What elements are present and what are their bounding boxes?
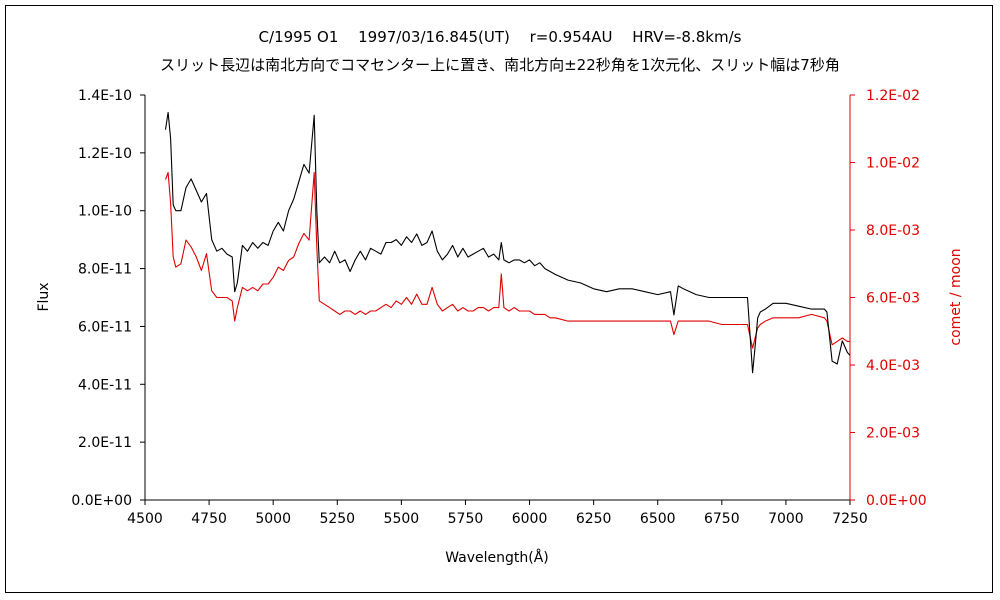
x-tick-label: 7250 [832, 511, 868, 527]
y2-tick-label: 8.0E-03 [866, 223, 920, 239]
chart-frame [5, 5, 993, 593]
x-tick-label: 6250 [576, 511, 612, 527]
x-tick-label: 5500 [384, 511, 420, 527]
y2-tick-label: 1.2E-02 [866, 88, 920, 104]
chart-subtitle: スリット長辺は南北方向でコマセンター上に置き、南北方向±22秒角を1次元化、スリ… [160, 56, 840, 74]
x-tick-label: 7000 [768, 511, 804, 527]
x-tick-label: 5000 [255, 511, 291, 527]
x-axis-ticks: 4500 4750 5000 5250 5500 5750 6000 6250 6500 6750… [127, 500, 868, 527]
y-axis-ticks: 0.0E+00 2.0E-11 4.0E-11 6.0E-11 8.0E-11 1.0E-… [71, 88, 145, 509]
x-tick-label: 6750 [704, 511, 740, 527]
y2-axis-label: comet / moon [948, 248, 964, 345]
x-tick-label: 5750 [448, 511, 484, 527]
y2-tick-label: 1.0E-02 [866, 156, 920, 172]
y-tick-label: 1.4E-10 [78, 88, 132, 104]
x-axis-label: Wavelength(Å) [445, 549, 549, 566]
y2-tick-label: 0.0E+00 [866, 493, 927, 509]
y-tick-label: 8.0E-11 [78, 262, 132, 278]
y2-axis-ticks: 0.0E+00 2.0E-03 4.0E-03 6.0E-03 8.0E-03 1.0E-… [850, 88, 927, 509]
x-tick-label: 4750 [191, 511, 227, 527]
series-layer [164, 111, 851, 374]
y-tick-label: 0.0E+00 [71, 493, 132, 509]
x-tick-label: 6500 [640, 511, 676, 527]
y-tick-label: 6.0E-11 [78, 319, 132, 335]
y2-tick-label: 4.0E-03 [866, 358, 920, 374]
y-tick-label: 1.0E-10 [78, 204, 132, 220]
x-tick-label: 6000 [512, 511, 548, 527]
y-tick-label: 2.0E-11 [78, 435, 132, 451]
ratio-series-line [164, 172, 850, 349]
chart-title: C/1995 O1 1997/03/16.845(UT) r=0.954AU H… [259, 28, 742, 46]
y-tick-label: 1.2E-10 [78, 146, 132, 162]
x-tick-label: 4500 [127, 511, 163, 527]
flux-series-line [164, 111, 851, 374]
y2-tick-label: 6.0E-03 [866, 291, 920, 307]
y-axis-label: Flux [36, 282, 52, 311]
y-tick-label: 4.0E-11 [78, 377, 132, 393]
x-tick-label: 5250 [319, 511, 355, 527]
y2-tick-label: 2.0E-03 [866, 426, 920, 442]
